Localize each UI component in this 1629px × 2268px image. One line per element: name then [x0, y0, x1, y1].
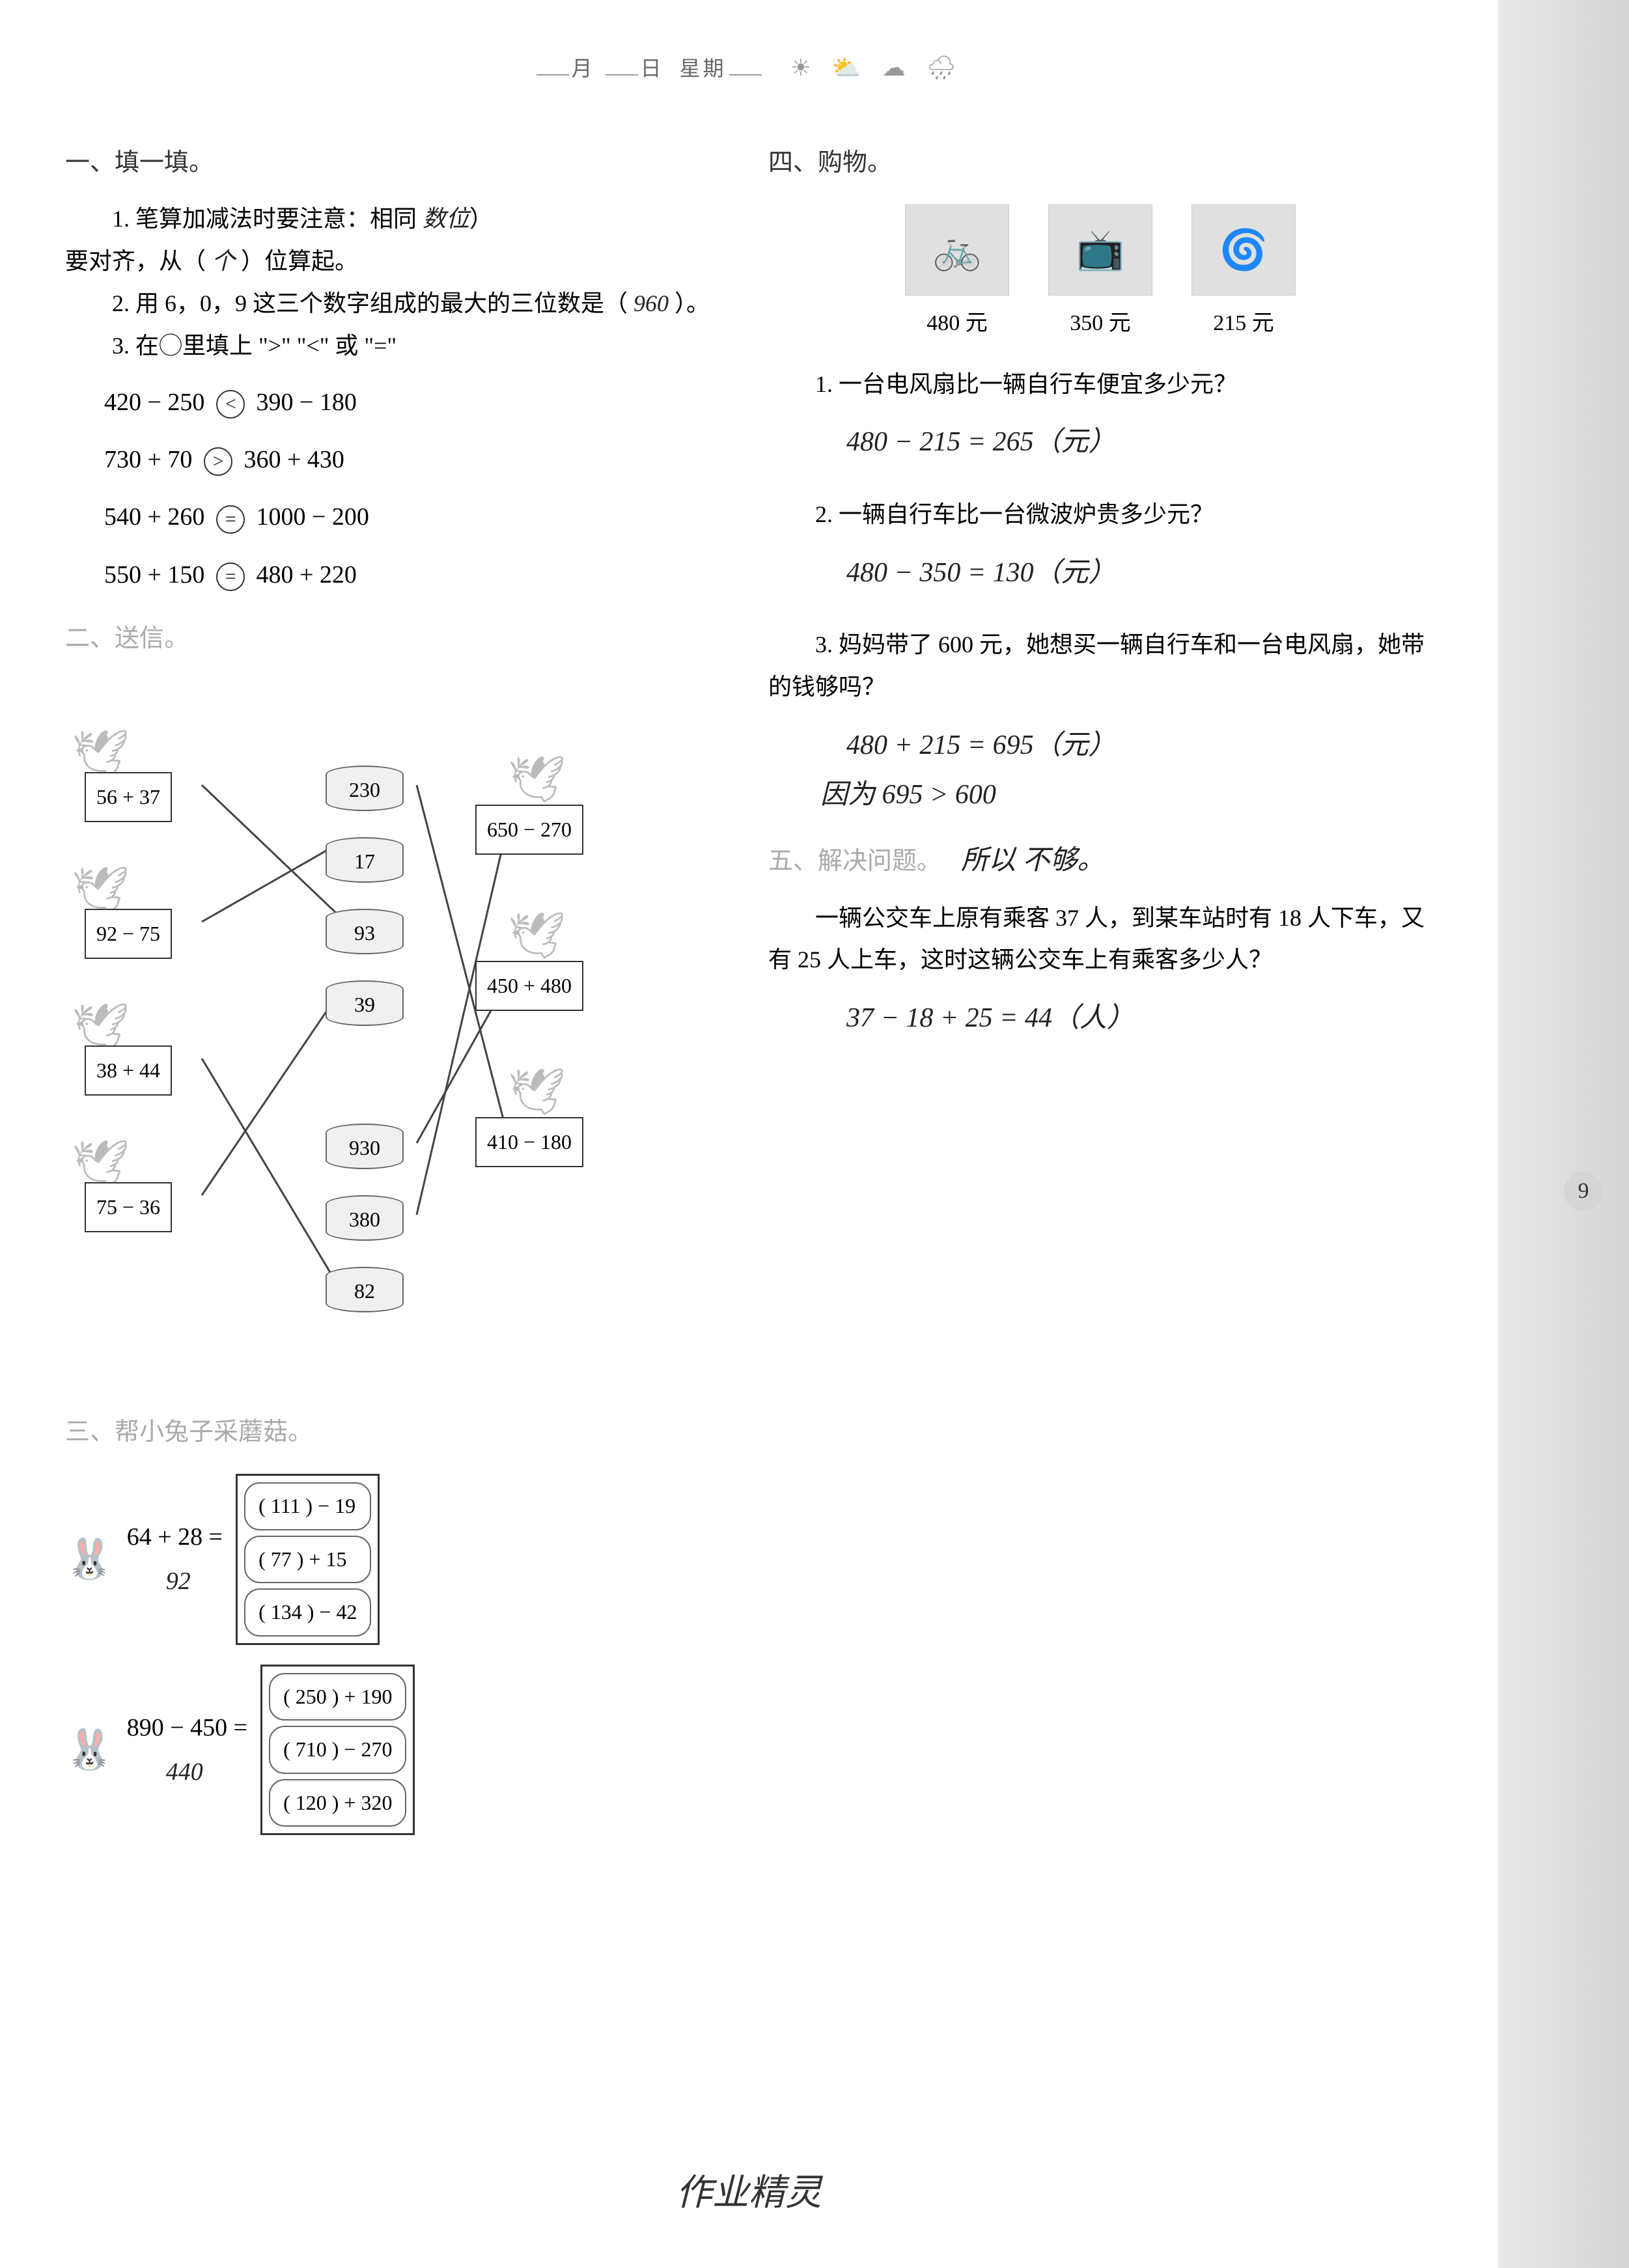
bird-icon: 🕊	[72, 850, 130, 902]
footer-watermark: 作业精灵	[676, 2163, 822, 2216]
compare-row: 550 + 150 = 480 + 220	[104, 553, 729, 597]
bird-icon: 🕊	[72, 987, 130, 1039]
section-5-title: 五、解决问题。	[768, 839, 941, 883]
bird-expr-box: 38 + 44	[85, 1045, 172, 1096]
bird-expr-box: 450 + 480	[475, 961, 583, 1012]
section-4-title: 四、购物。	[768, 141, 1432, 185]
rabbit-answer: 440	[166, 1750, 247, 1794]
sec5-q: 一辆公交车上原有乘客 37 人，到某车站时有 18 人下车，又有 25 人上车，…	[768, 897, 1432, 982]
bike-icon: 🚲	[905, 204, 1009, 296]
cloud-icon: ☁	[882, 55, 908, 81]
rabbit-icon: 🐰	[65, 1524, 114, 1594]
sec4-a2: 480 − 350 = 130（元）	[846, 549, 1432, 598]
bird-icon: 🕊	[508, 1052, 566, 1104]
bird-expr-box: 650 − 270	[475, 805, 583, 855]
rabbit-option: ( 111 ) − 19	[244, 1482, 371, 1530]
bird-expr-box: 56 + 37	[85, 772, 172, 823]
cylinder-value: 17	[326, 837, 404, 883]
section-1-title: 一、填一填。	[65, 141, 729, 185]
section-3-title: 三、帮小兔子采蘑菇。	[65, 1410, 729, 1454]
microwave-icon: 📺	[1048, 204, 1152, 296]
rabbit-option: ( 120 ) + 320	[269, 1779, 406, 1827]
section-2-title: 二、送信。	[65, 616, 729, 661]
bird-icon: 🕊	[508, 740, 566, 792]
q2-text: 2. 用 6，0，9 这三个数字组成的最大的三位数是（ 960 ）。	[65, 283, 729, 325]
q3-text: 3. 在◯里填上 ">" "<" 或 "="	[65, 325, 729, 367]
rabbit-option: ( 710 ) − 270	[269, 1726, 406, 1774]
product-microwave: 📺 350 元	[1048, 204, 1152, 343]
q1-line1: 1. 笔算加减法时要注意：相同 数位）	[65, 198, 729, 240]
sec4-a1: 480 − 215 = 265（元）	[846, 418, 1432, 467]
product-bike: 🚲 480 元	[905, 204, 1009, 343]
sec4-a3a: 480 + 215 = 695（元）	[846, 721, 1432, 771]
sec4-q1: 1. 一台电风扇比一辆自行车便宜多少元？	[768, 363, 1432, 406]
bird-expr-box: 75 − 36	[85, 1182, 172, 1233]
cylinder-value: 39	[326, 980, 404, 1026]
page-number: 9	[1564, 1172, 1603, 1211]
bird-expr-box: 92 − 75	[85, 909, 172, 960]
cylinder-value: 82	[326, 1267, 404, 1312]
rabbit-row: 🐰 64 + 28 = 92 ( 111 ) − 19 ( 77 ) + 15 …	[65, 1474, 729, 1645]
sec5-a: 37 − 18 + 25 = 44（人）	[846, 994, 1432, 1044]
bird-icon: 🕊	[72, 713, 130, 766]
sec4-q3: 3. 妈妈带了 600 元，她想买一辆自行车和一台电风扇，她带的钱够吗？	[768, 624, 1432, 708]
bird-expr-box: 410 − 180	[475, 1117, 583, 1168]
sec4-a3b: 因为 695 > 600	[820, 771, 1432, 820]
cylinder-value: 93	[326, 909, 404, 954]
sec4-q2: 2. 一辆自行车比一台微波炉贵多少元？	[768, 493, 1432, 536]
rabbit-option: ( 134 ) − 42	[244, 1588, 371, 1637]
compare-row: 540 + 260 = 1000 − 200	[104, 495, 729, 539]
rabbit-option: ( 77 ) + 15	[244, 1536, 371, 1584]
q1-line2: 要对齐，从（ 个 ）位算起。	[65, 240, 729, 283]
rabbit-answer: 92	[166, 1559, 223, 1603]
q1-answer-b: 个	[212, 248, 235, 274]
q1-answer-a: 数位	[423, 206, 469, 232]
rabbit-icon: 🐰	[65, 1715, 114, 1785]
compare-symbol: <	[216, 390, 245, 419]
product-row: 🚲 480 元 📺 350 元 🌀 215 元	[768, 204, 1432, 343]
cylinder-value: 380	[326, 1195, 404, 1241]
cylinder-value: 230	[326, 766, 404, 811]
rabbit-row: 🐰 890 − 450 = 440 ( 250 ) + 190 ( 710 ) …	[65, 1665, 729, 1836]
partly-cloudy-icon: ⛅	[832, 55, 864, 81]
compare-symbol: >	[204, 447, 232, 476]
letter-delivery-diagram: 🕊 56 + 37 🕊 92 − 75 🕊 38 + 44 🕊 75 − 36 …	[65, 674, 729, 1390]
rain-icon: 🌧	[926, 55, 959, 81]
date-header: 月 日 星期 ☀ ⛅ ☁ 🌧	[65, 52, 1432, 82]
cylinder-value: 930	[326, 1124, 404, 1169]
fan-icon: 🌀	[1191, 204, 1296, 296]
rabbit-option: ( 250 ) + 190	[269, 1673, 406, 1721]
sec4-a3c: 所以 不够。	[961, 837, 1105, 886]
bird-icon: 🕊	[508, 896, 566, 948]
compare-row: 730 + 70 > 360 + 430	[104, 437, 729, 482]
compare-row: 420 − 250 < 390 − 180	[104, 380, 729, 424]
bird-icon: 🕊	[72, 1124, 130, 1176]
product-fan: 🌀 215 元	[1191, 204, 1296, 343]
compare-symbol: =	[216, 562, 245, 591]
sun-icon: ☀	[790, 55, 814, 81]
q2-answer: 960	[634, 290, 669, 316]
compare-symbol: =	[216, 505, 245, 534]
